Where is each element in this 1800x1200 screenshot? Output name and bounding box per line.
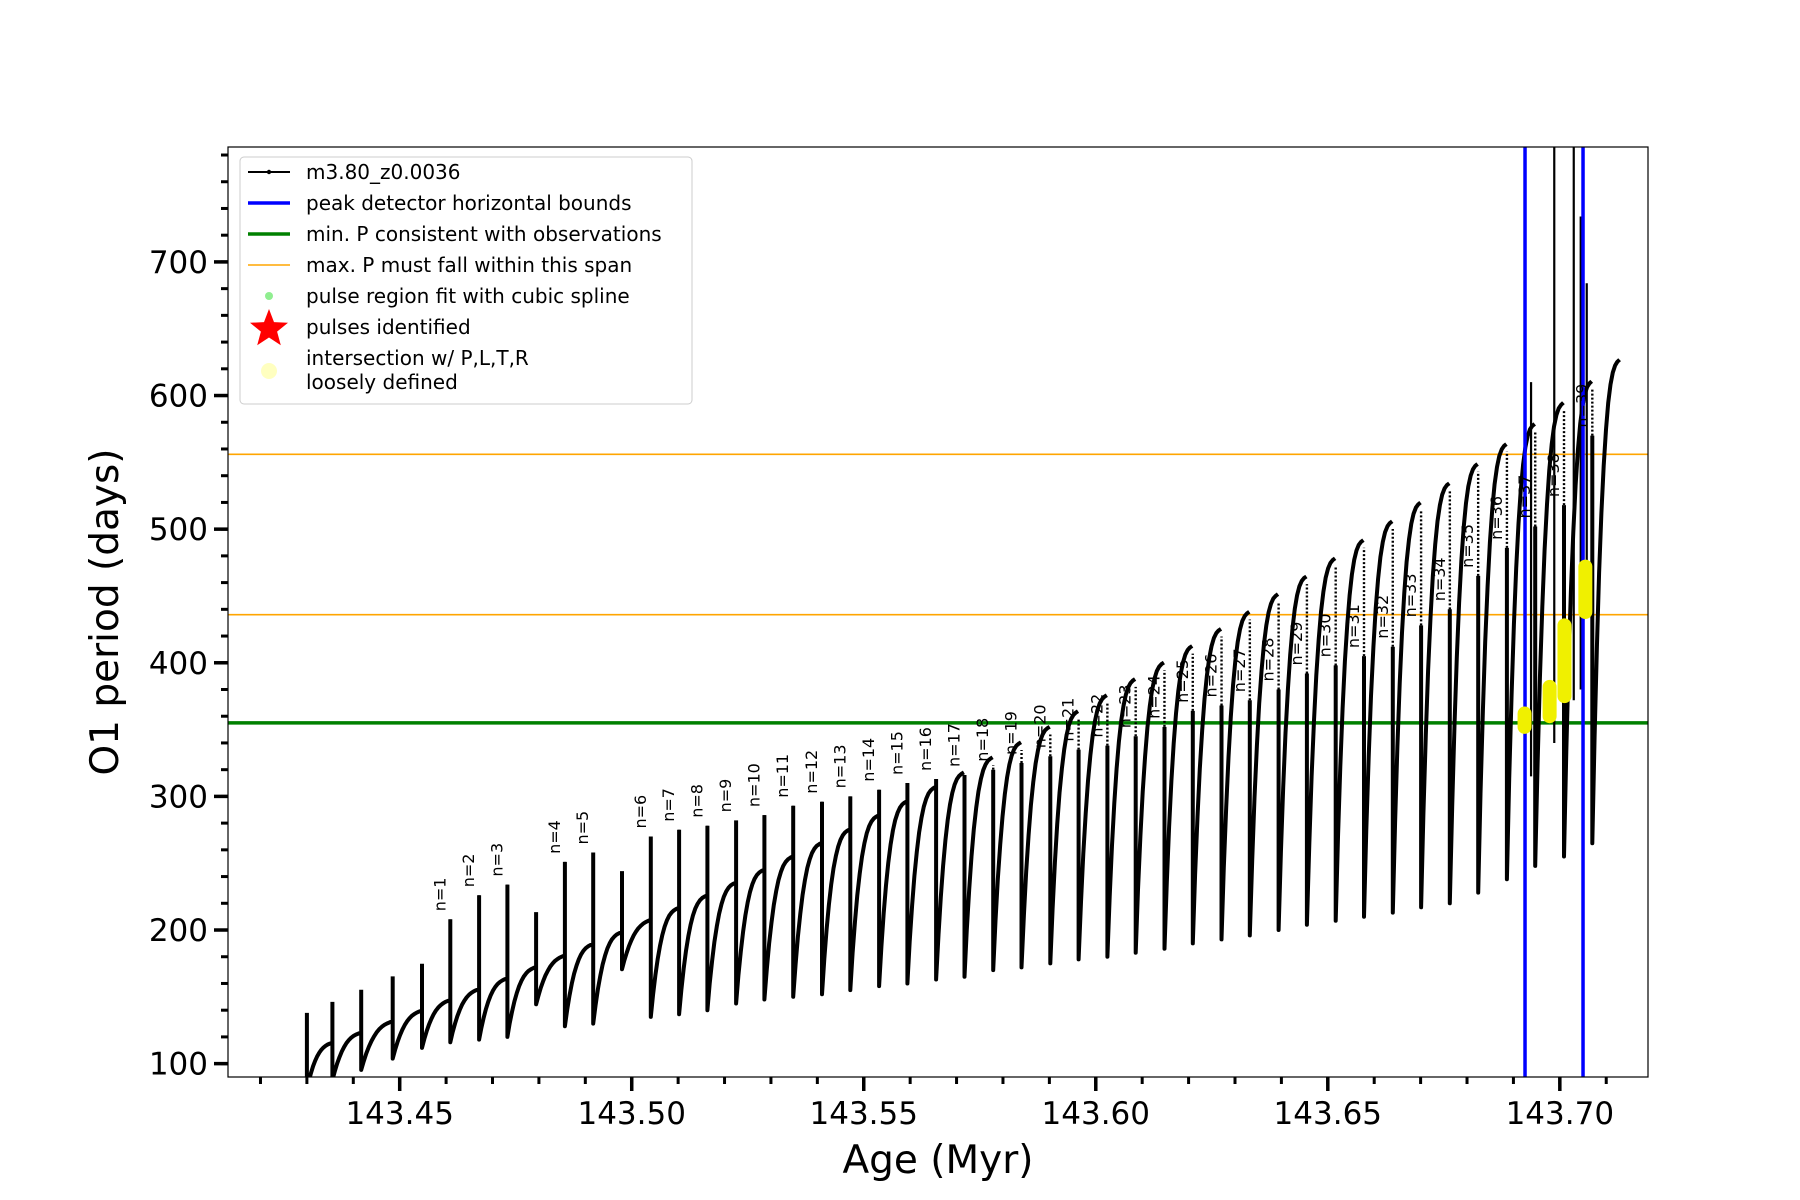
pulse-label: n=8 <box>687 784 706 818</box>
pulse-label: n=23 <box>1116 684 1135 728</box>
legend-label: intersection w/ P,L,T,R <box>306 346 529 370</box>
x-tick-label: 143.65 <box>1274 1096 1382 1132</box>
pulse-label: n=4 <box>545 820 564 854</box>
pulse-label: n=24 <box>1145 675 1164 719</box>
pulse-label: n=1 <box>430 878 449 912</box>
x-tick-label: 143.60 <box>1042 1096 1150 1132</box>
pulse-label: n=31 <box>1344 604 1363 648</box>
pulse-label: n=9 <box>716 779 735 813</box>
pulse-labels: n=1 n=2 n=3 n=4 n=5 n=6 n=7 n=8 n=9 n=10 n=11 n=12 n… <box>430 384 1591 912</box>
pulse-label: n=6 <box>631 795 650 829</box>
pulse-label: n=20 <box>1030 704 1049 748</box>
plot-area: n=1 n=2 n=3 n=4 n=5 n=6 n=7 n=8 n=9 n=10 n=11 n=12 n… <box>228 147 1648 1077</box>
legend-label: peak detector horizontal bounds <box>306 191 632 215</box>
y-tick-label: 400 <box>149 646 208 682</box>
pulse-label: n=34 <box>1430 557 1449 601</box>
legend-item: max. P must fall within this span <box>248 253 632 277</box>
pulse-label: n=25 <box>1173 659 1192 703</box>
x-tick-label: 143.70 <box>1506 1096 1614 1132</box>
legend-swatch-circle <box>261 363 277 379</box>
pulse-label: n=27 <box>1230 648 1249 692</box>
legend-swatch-marker <box>266 169 272 175</box>
intersection-point <box>1517 714 1532 729</box>
y-tick-label: 300 <box>149 779 208 815</box>
plot-frame <box>227 146 1649 1078</box>
x-tick-label: 143.55 <box>810 1096 918 1132</box>
legend-label: pulses identified <box>306 315 471 339</box>
y-tick-label: 500 <box>149 512 208 548</box>
legend-label: pulse region fit with cubic spline <box>306 284 630 308</box>
pulse-label: n=16 <box>916 727 935 771</box>
data-series <box>304 147 1621 1077</box>
legend-label: min. P consistent with observations <box>306 222 662 246</box>
pulse-label: n=12 <box>802 750 821 794</box>
pulse-label: n=33 <box>1401 573 1420 617</box>
legend-label: max. P must fall within this span <box>306 253 632 277</box>
legend-label-line2: loosely defined <box>306 370 458 394</box>
pulse-label: n=7 <box>659 788 678 822</box>
pulse-label: n=38 <box>1544 453 1563 497</box>
pulse-label: n=29 <box>1287 622 1306 666</box>
pulse-label: n=35 <box>1458 524 1477 568</box>
pulse-label: n=5 <box>573 811 592 845</box>
pulse-label: n=11 <box>773 754 792 798</box>
y-tick-label: 600 <box>149 379 208 415</box>
x-axis-label: Age (Myr) <box>842 1138 1033 1183</box>
legend-label: m3.80_z0.0036 <box>306 160 461 184</box>
pulse-label: n=39 <box>1572 384 1591 428</box>
pulse-label: n=13 <box>830 744 849 788</box>
period-track <box>304 358 1621 1077</box>
legend-box <box>239 156 693 405</box>
pulse-label: n=26 <box>1202 654 1221 698</box>
legend-swatch-star <box>250 309 288 346</box>
pulse-label: n=32 <box>1373 595 1392 639</box>
x-tick-label: 143.50 <box>577 1096 685 1132</box>
pulse-label: n=28 <box>1259 638 1278 682</box>
pulse-label: n=37 <box>1515 475 1534 519</box>
pulse-label: n=36 <box>1487 496 1506 540</box>
x-tick-label: 143.45 <box>345 1096 453 1132</box>
legend-item: min. P consistent with observations <box>248 222 662 246</box>
legend-item: m3.80_z0.0036 <box>248 160 461 184</box>
y-tick-label: 200 <box>149 913 208 949</box>
legend-item: pulse region fit with cubic spline <box>265 284 630 308</box>
pulse-label: n=14 <box>859 738 878 782</box>
reference-lines <box>228 453 1648 725</box>
pulse-label: n=30 <box>1316 613 1335 657</box>
y-axis-ticks: 100 200 300 400 500 600 700 <box>149 153 228 1083</box>
legend-swatch-dot <box>265 292 273 300</box>
legend-item: pulses identified <box>250 309 471 346</box>
pulse-label: n=18 <box>973 718 992 762</box>
legend-item: peak detector horizontal bounds <box>248 191 632 215</box>
pulse-label: n=10 <box>744 763 763 807</box>
pulse-label: n=19 <box>1002 711 1021 755</box>
pulse-label: n=3 <box>487 843 506 877</box>
pulse-label: n=21 <box>1059 698 1078 742</box>
y-tick-label: 700 <box>149 245 208 281</box>
pulse-label: n=2 <box>459 854 478 888</box>
y-tick-label: 100 <box>149 1047 208 1083</box>
x-axis-ticks: 143.45 143.50 143.55 143.60 143.65 143.70 <box>258 1077 1614 1132</box>
pulse-label: n=17 <box>945 723 964 767</box>
intersection-marks <box>1517 559 1593 734</box>
pulse-label: n=22 <box>1087 694 1106 738</box>
pulse-label: n=15 <box>887 731 906 775</box>
y-axis-label: O1 period (days) <box>83 448 128 775</box>
